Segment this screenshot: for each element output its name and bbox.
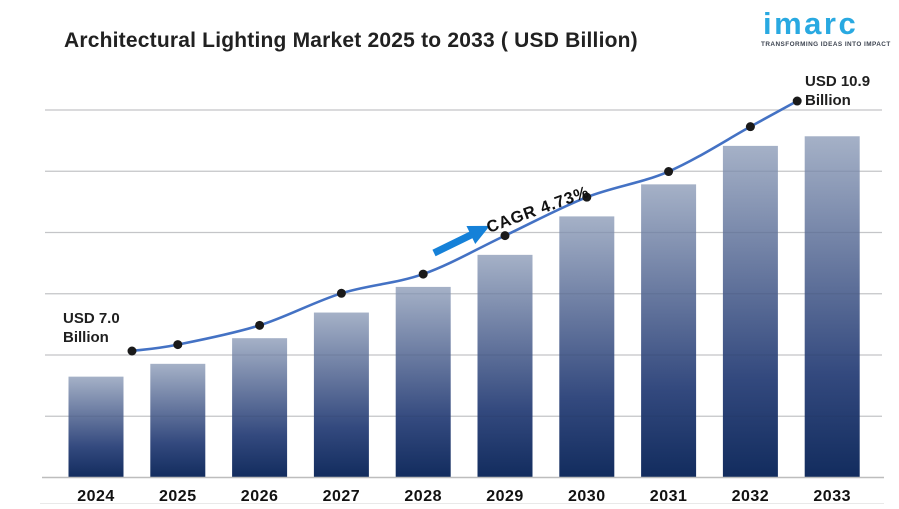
bar-2028 — [395, 286, 451, 478]
data-point-marker-2033 — [792, 96, 802, 106]
imarc-logo-tagline: TRANSFORMING IDEAS INTO IMPACT — [761, 41, 891, 48]
data-point-marker-2032 — [745, 122, 755, 132]
end-value-label: USD 10.9 Billion — [805, 73, 871, 109]
x-axis-label-2025: 2025 — [159, 488, 197, 505]
bar-2026 — [232, 338, 288, 478]
bar-2027 — [313, 312, 369, 478]
bar-2033 — [804, 136, 860, 478]
x-axis-label-2024: 2024 — [77, 488, 115, 505]
imarc-logo-text: imarc — [763, 6, 859, 41]
chart-title: Architectural Lighting Market 2025 to 20… — [64, 29, 638, 52]
start-value-label: USD 7.0 Billion — [63, 310, 120, 346]
x-axis-label-2033: 2033 — [813, 488, 851, 505]
bar-2025 — [150, 363, 206, 478]
bar-2031 — [641, 184, 697, 478]
data-point-marker-2028 — [418, 269, 428, 279]
data-point-marker-2029 — [500, 231, 510, 241]
x-axis-label-2031: 2031 — [650, 488, 688, 505]
data-point-marker-2025 — [173, 340, 183, 350]
x-axis-label-2028: 2028 — [404, 488, 442, 505]
bar-2032 — [722, 145, 778, 478]
data-point-marker-2030 — [582, 192, 592, 202]
imarc-logo: imarc TRANSFORMING IDEAS INTO IMPACT — [761, 6, 891, 48]
x-axis-label-2026: 2026 — [241, 488, 279, 505]
x-axis-label-2027: 2027 — [323, 488, 361, 505]
bar-2024 — [68, 376, 124, 478]
cagr-arrow-icon — [432, 225, 490, 257]
x-axis-label-2029: 2029 — [486, 488, 524, 505]
x-axis-label-2030: 2030 — [568, 488, 606, 505]
data-point-marker-2026 — [255, 320, 265, 330]
data-point-marker-2027 — [336, 288, 346, 298]
data-point-marker-2024 — [127, 346, 137, 356]
bar-2030 — [559, 216, 615, 478]
trend-line — [131, 99, 798, 353]
data-point-marker-2031 — [664, 167, 674, 177]
x-axis-label-2032: 2032 — [732, 488, 770, 505]
bar-2029 — [477, 254, 533, 478]
